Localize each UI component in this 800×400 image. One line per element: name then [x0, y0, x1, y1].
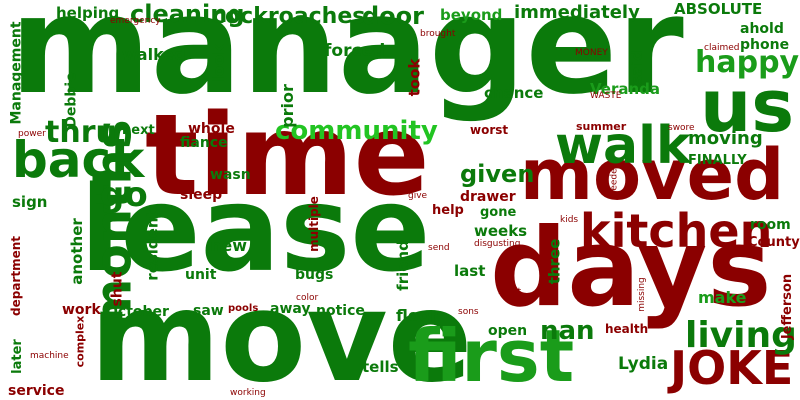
word-money: MONEY [575, 48, 608, 58]
word-help: help [432, 203, 464, 218]
word-last: last [454, 262, 486, 280]
word-took: took [405, 58, 424, 97]
word-night: night [498, 287, 522, 297]
word-send: send [428, 243, 450, 253]
word-immediately: immediately [514, 2, 640, 23]
word-new: new [210, 236, 248, 255]
word-sleep: sleep [180, 187, 223, 203]
word-next: next [122, 123, 155, 138]
word-service: service [8, 383, 65, 399]
word-needed: needed [609, 162, 620, 197]
word-later: later [9, 339, 25, 374]
word-happy: happy [695, 45, 800, 80]
word-county: County [748, 235, 800, 250]
word-color: color [296, 293, 319, 303]
word-department: department [9, 236, 23, 316]
word-walked: walked [122, 45, 186, 64]
word-cleaning: cleaning [130, 0, 245, 28]
word-forced: forced [324, 41, 386, 61]
word-manager: manager [10, 0, 684, 124]
word-another: another [67, 218, 86, 285]
word-nan: nan [540, 316, 595, 346]
word-debbie: Debbie [63, 72, 80, 128]
word-unit: unit [185, 267, 217, 283]
word-thru: thru [45, 115, 117, 150]
word-machine: machine [30, 351, 69, 361]
word-us: us [700, 64, 795, 148]
word-three: three [545, 238, 564, 285]
word-weeks: weeks [474, 222, 528, 240]
word-prior: prior [277, 84, 297, 128]
word-go: go [100, 175, 148, 215]
word-friend: friend [393, 240, 412, 291]
word-kids: kids [560, 215, 579, 225]
word-pools: pools [228, 303, 259, 314]
word-moved: moved [520, 134, 785, 216]
word-moving: moving [688, 128, 763, 149]
word-wasn: wasn [210, 167, 251, 183]
word-work: work [62, 302, 101, 318]
word-fiance: fiance [180, 135, 228, 151]
word-give: give [408, 191, 428, 201]
word-swore: swore [668, 123, 695, 133]
word-living: living [685, 315, 797, 356]
word-shut: shut [109, 271, 126, 307]
word-claimed: claimed [704, 43, 740, 53]
word-helping: helping [56, 4, 120, 22]
word-back: back [12, 131, 145, 189]
word-kitchen: kitchen [580, 204, 773, 258]
word-emergency: emergency [110, 16, 161, 26]
word-lydia: Lydia [618, 354, 669, 374]
word-door: door [362, 2, 424, 30]
word-open: open [488, 323, 528, 339]
word-beyond: beyond [440, 6, 503, 24]
word-chance: chance [484, 84, 544, 102]
word-community: community [275, 116, 438, 146]
word-make: make [698, 288, 747, 307]
word-first: first [408, 314, 575, 398]
word-resident: resident [143, 210, 162, 281]
word-move: move [90, 265, 473, 400]
word-time: time [145, 91, 430, 221]
word-sign: sign [12, 193, 48, 211]
word-missing: missing [636, 277, 647, 312]
word-drawer: drawer [460, 189, 516, 205]
word-notice: notice [316, 303, 365, 319]
word-power: power [18, 129, 46, 139]
word-floor: floor [396, 306, 438, 325]
word-phone: phone [740, 37, 790, 53]
word-ahold: ahold [740, 21, 784, 37]
word-health: health [605, 322, 649, 336]
word-given: given [460, 160, 535, 188]
word-jefferson: Jefferson [780, 273, 796, 340]
word-sons: sons [458, 307, 479, 317]
word-away: away [270, 301, 311, 317]
word-summer: summer [576, 120, 627, 133]
word-waste: WASTE [590, 91, 622, 101]
word-multiple: multiple [306, 196, 321, 252]
word-room: room [750, 217, 791, 233]
word-saw: saw [193, 303, 224, 319]
word-walk: walk [555, 116, 691, 176]
word-look: look [209, 43, 229, 83]
word-october: October [106, 304, 169, 320]
word-joke: JOKE [670, 341, 794, 395]
word-finally: FINALLY [688, 153, 747, 168]
word-disgusting: disgusting [474, 239, 521, 249]
word-management: Management [8, 21, 25, 125]
word-cockroaches: cockroaches [212, 4, 366, 29]
word-bugs: bugs [295, 267, 334, 283]
word-lease: lease [80, 160, 431, 298]
word-tells: tells [362, 358, 399, 376]
word-gone: gone [480, 205, 517, 220]
word-worst: worst [470, 123, 509, 137]
word-working: working [230, 388, 266, 398]
word-veranda: Veranda [590, 80, 661, 98]
word-complex: complex [73, 315, 87, 368]
word-whole: whole [188, 121, 235, 137]
word-days: days [490, 206, 772, 331]
word-absolute: ABSOLUTE [674, 0, 763, 18]
word-brought: brought [420, 29, 456, 39]
